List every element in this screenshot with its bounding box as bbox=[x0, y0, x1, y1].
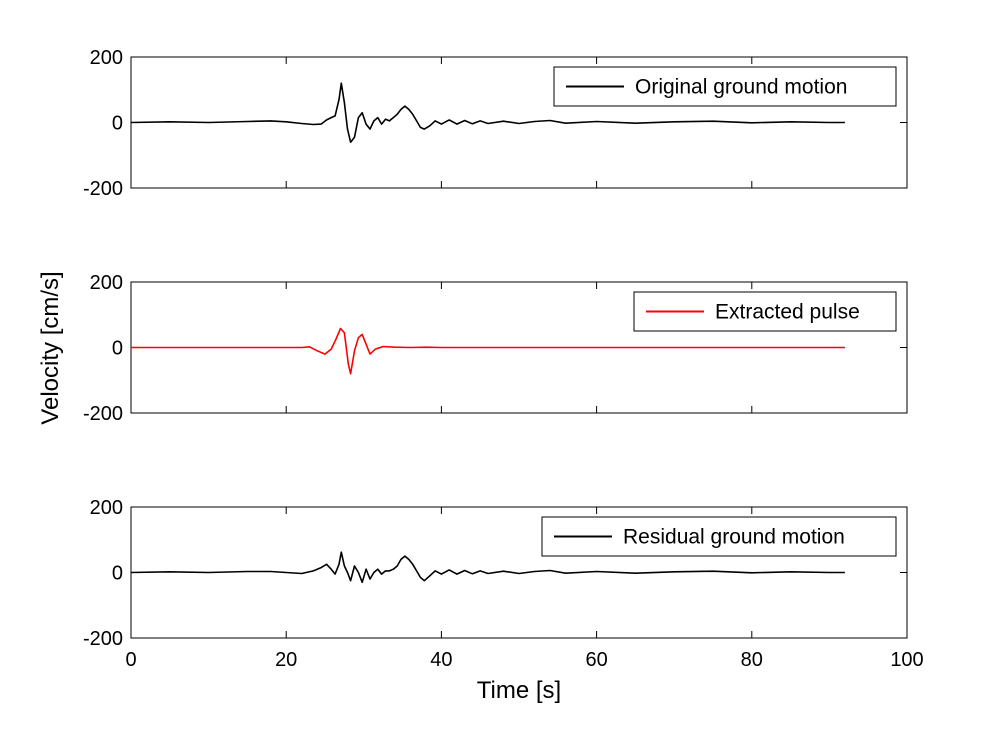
y-tick-label: -200 bbox=[83, 628, 123, 650]
legend-label: Residual ground motion bbox=[623, 526, 845, 549]
y-tick-label: 200 bbox=[90, 497, 123, 519]
x-axis-label: Time [s] bbox=[477, 677, 561, 704]
x-tick-label: 0 bbox=[125, 649, 136, 671]
y-tick-label: -200 bbox=[83, 403, 123, 425]
x-tick-label: 60 bbox=[585, 649, 607, 671]
chart-panel-2: -200 0 200 Extracted pulse bbox=[83, 272, 908, 425]
series-line-residual-ground-motion bbox=[130, 551, 845, 584]
x-tick-label: 80 bbox=[741, 649, 763, 671]
x-tick-label: 20 bbox=[275, 649, 297, 671]
series-line-extracted-pulse bbox=[131, 327, 845, 375]
x-tick-label: 40 bbox=[430, 649, 452, 671]
y-tick-label: 0 bbox=[112, 563, 123, 585]
legend: Original ground motion bbox=[553, 66, 897, 107]
legend-label: Original ground motion bbox=[635, 76, 847, 99]
x-tick-label: 100 bbox=[890, 649, 923, 671]
y-tick-label: 200 bbox=[90, 272, 123, 294]
y-tick-label: 0 bbox=[112, 338, 123, 360]
shared-y-axis-label: Velocity [cm/s] bbox=[37, 271, 64, 424]
y-tick-label: 200 bbox=[90, 47, 123, 69]
chart-panel-1: -200 0 200 Original ground motion bbox=[83, 47, 908, 200]
series-line-original-ground-motion bbox=[130, 82, 845, 143]
legend-label: Extracted pulse bbox=[715, 301, 860, 324]
legend: Residual ground motion bbox=[541, 516, 897, 557]
y-tick-label: 0 bbox=[112, 113, 123, 135]
legend: Extracted pulse bbox=[633, 291, 897, 332]
y-tick-label: -200 bbox=[83, 178, 123, 200]
